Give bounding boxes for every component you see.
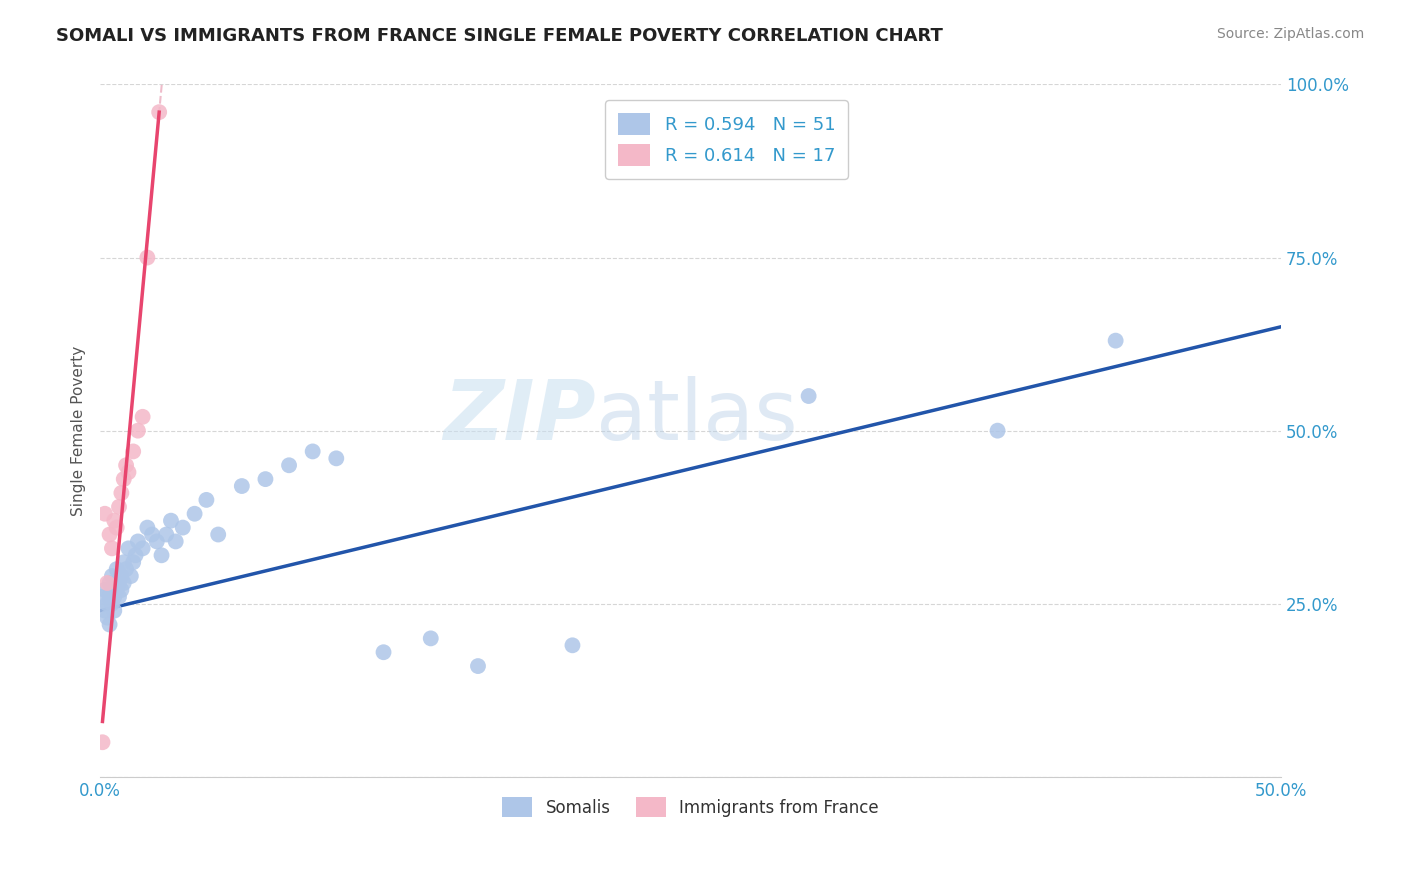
Point	[797, 389, 820, 403]
Point	[231, 479, 253, 493]
Point	[115, 458, 138, 473]
Point	[112, 555, 135, 569]
Point	[254, 472, 277, 486]
Point	[278, 458, 301, 473]
Point	[131, 409, 153, 424]
Point	[131, 541, 153, 556]
Legend: Somalis, Immigrants from France: Somalis, Immigrants from France	[496, 790, 886, 824]
Point	[124, 549, 146, 563]
Point	[987, 424, 1010, 438]
Point	[98, 617, 121, 632]
Text: ZIP: ZIP	[443, 376, 596, 458]
Point	[108, 590, 131, 604]
Point	[146, 534, 169, 549]
Point	[98, 527, 121, 541]
Point	[136, 520, 159, 534]
Point	[325, 451, 347, 466]
Point	[148, 105, 170, 120]
Point	[172, 520, 194, 534]
Point	[155, 527, 177, 541]
Point	[117, 541, 139, 556]
Point	[96, 597, 118, 611]
Point	[96, 610, 118, 624]
Point	[373, 645, 395, 659]
Point	[127, 424, 149, 438]
Point	[108, 576, 131, 591]
Text: SOMALI VS IMMIGRANTS FROM FRANCE SINGLE FEMALE POVERTY CORRELATION CHART: SOMALI VS IMMIGRANTS FROM FRANCE SINGLE …	[56, 27, 943, 45]
Point	[91, 590, 114, 604]
Point	[94, 582, 117, 597]
Point	[112, 472, 135, 486]
Point	[110, 486, 132, 500]
Point	[467, 659, 489, 673]
Point	[160, 514, 183, 528]
Point	[117, 465, 139, 479]
Point	[115, 562, 138, 576]
Point	[101, 597, 124, 611]
Point	[165, 534, 187, 549]
Point	[110, 569, 132, 583]
Point	[419, 632, 441, 646]
Point	[105, 562, 128, 576]
Point	[103, 590, 125, 604]
Point	[103, 514, 125, 528]
Text: Source: ZipAtlas.com: Source: ZipAtlas.com	[1216, 27, 1364, 41]
Point	[127, 534, 149, 549]
Point	[301, 444, 323, 458]
Point	[112, 576, 135, 591]
Point	[94, 507, 117, 521]
Point	[207, 527, 229, 541]
Point	[122, 555, 145, 569]
Point	[1104, 334, 1126, 348]
Point	[96, 576, 118, 591]
Text: atlas: atlas	[596, 376, 797, 458]
Point	[122, 444, 145, 458]
Y-axis label: Single Female Poverty: Single Female Poverty	[72, 345, 86, 516]
Point	[101, 582, 124, 597]
Point	[150, 549, 173, 563]
Point	[183, 507, 205, 521]
Point	[101, 569, 124, 583]
Point	[195, 492, 218, 507]
Point	[136, 251, 159, 265]
Point	[98, 590, 121, 604]
Point	[98, 576, 121, 591]
Point	[561, 638, 583, 652]
Point	[108, 500, 131, 514]
Point	[105, 520, 128, 534]
Point	[105, 582, 128, 597]
Point	[91, 735, 114, 749]
Point	[103, 604, 125, 618]
Point	[120, 569, 142, 583]
Point	[94, 604, 117, 618]
Point	[141, 527, 163, 541]
Point	[101, 541, 124, 556]
Point	[110, 582, 132, 597]
